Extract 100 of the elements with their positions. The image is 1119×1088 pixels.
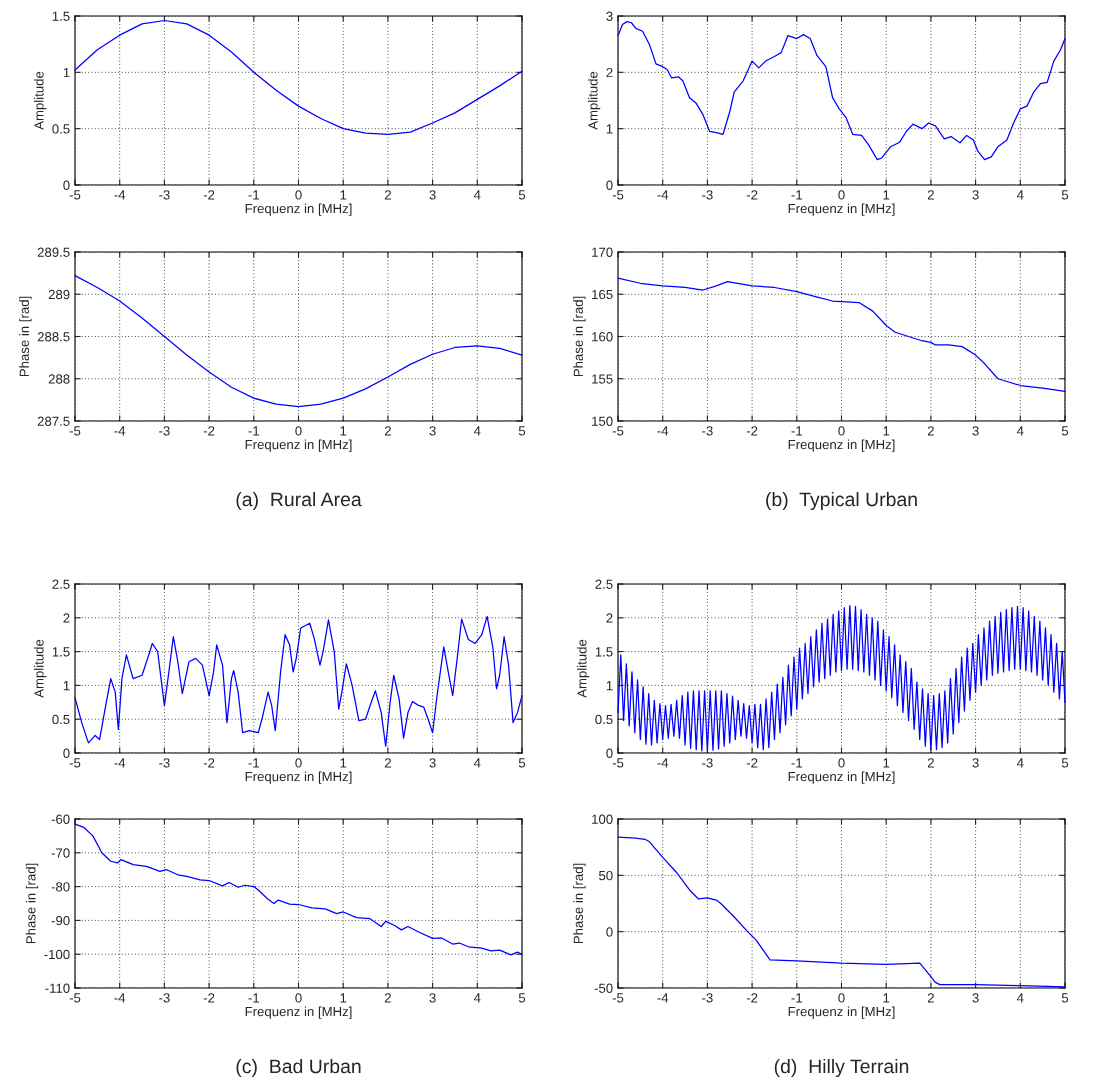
y-tick-label: 289.5 bbox=[37, 247, 70, 257]
x-tick-label: -1 bbox=[791, 426, 803, 436]
y-tick-label: -60 bbox=[51, 814, 70, 824]
x-axis-title: Frequenz in [MHz] bbox=[788, 771, 895, 784]
y-tick-label: 2.5 bbox=[595, 579, 613, 589]
x-tick-label: 0 bbox=[838, 190, 845, 200]
y-tick-label: 3 bbox=[606, 11, 613, 21]
x-tick-label: -3 bbox=[159, 190, 170, 200]
line-series bbox=[74, 615, 523, 747]
x-tick-label: -2 bbox=[746, 993, 758, 1003]
y-tick-label: -110 bbox=[45, 983, 70, 993]
y-tick-label: 170 bbox=[592, 247, 613, 257]
x-tick-label: 0 bbox=[295, 426, 302, 436]
x-tick-label: 2 bbox=[384, 426, 391, 436]
y-tick-label: 1 bbox=[606, 681, 613, 691]
y-tick-label: -100 bbox=[44, 949, 70, 960]
x-tick-label: -3 bbox=[159, 426, 170, 436]
x-tick-label: -1 bbox=[791, 190, 803, 200]
x-tick-label: 3 bbox=[429, 993, 436, 1003]
y-tick-label: 288 bbox=[48, 374, 70, 384]
x-tick-label: 0 bbox=[838, 993, 845, 1003]
x-tick-label: 1 bbox=[883, 993, 890, 1003]
y-axis-title: Amplitude bbox=[576, 639, 590, 698]
x-tick-label: 3 bbox=[972, 190, 979, 200]
y-tick-label: 0 bbox=[63, 748, 70, 758]
x-tick-label: 2 bbox=[927, 190, 934, 200]
y-tick-label: 0.5 bbox=[52, 124, 70, 134]
x-tick-label: -5 bbox=[69, 993, 81, 1003]
y-tick-label: -80 bbox=[51, 882, 70, 892]
y-tick-label: -90 bbox=[51, 915, 70, 926]
x-tick-label: -3 bbox=[702, 190, 713, 200]
text: (a) Rural Area bbox=[236, 491, 362, 511]
x-tick-label: 1 bbox=[883, 426, 890, 436]
x-tick-label: -4 bbox=[114, 758, 126, 768]
x-tick-label: 5 bbox=[1061, 758, 1069, 768]
y-tick-label: -50 bbox=[594, 983, 613, 993]
x-tick-label: 2 bbox=[384, 758, 391, 768]
x-axis-title: Frequenz in [MHz] bbox=[788, 439, 895, 452]
y-axis-title: Phase in [rad] bbox=[19, 296, 32, 377]
y-tick-label: -70 bbox=[51, 848, 70, 858]
y-tick-label: 0.5 bbox=[52, 714, 70, 725]
x-axis-title: Frequenz in [MHz] bbox=[245, 771, 352, 784]
x-tick-label: 0 bbox=[295, 758, 302, 768]
x-tick-label: -5 bbox=[612, 190, 624, 200]
x-tick-label: -5 bbox=[69, 426, 81, 436]
x-tick-label: -1 bbox=[248, 993, 260, 1003]
x-tick-label: 4 bbox=[1016, 993, 1024, 1003]
y-tick-label: 160 bbox=[592, 332, 613, 342]
x-tick-label: 5 bbox=[518, 758, 526, 768]
y-tick-label: 155 bbox=[592, 374, 613, 384]
line-series bbox=[74, 275, 523, 408]
x-tick-label: -2 bbox=[746, 758, 758, 768]
x-tick-label: -1 bbox=[248, 426, 260, 436]
x-tick-label: 2 bbox=[927, 426, 934, 436]
x-tick-label: -2 bbox=[746, 190, 758, 200]
x-tick-label: 0 bbox=[838, 758, 845, 768]
x-tick-label: -3 bbox=[159, 758, 170, 768]
x-tick-label: 5 bbox=[1061, 993, 1069, 1003]
x-tick-label: -2 bbox=[746, 426, 758, 436]
y-tick-label: 0 bbox=[606, 748, 613, 758]
x-tick-label: 0 bbox=[838, 426, 845, 436]
y-tick-label: 287.5 bbox=[37, 416, 70, 426]
x-axis-title: Frequenz in [MHz] bbox=[245, 439, 352, 452]
y-tick-label: 0 bbox=[63, 180, 70, 190]
y-tick-label: 100 bbox=[592, 814, 613, 824]
y-tick-label: 1 bbox=[63, 681, 70, 691]
y-axis-title: Phase in [rad] bbox=[25, 863, 39, 944]
x-tick-label: 3 bbox=[972, 993, 979, 1003]
x-tick-label: 4 bbox=[1016, 190, 1024, 200]
x-tick-label: -4 bbox=[114, 426, 126, 436]
x-tick-label: 4 bbox=[1016, 758, 1024, 768]
x-tick-label: 4 bbox=[473, 993, 481, 1003]
x-tick-label: -4 bbox=[657, 758, 669, 768]
x-tick-label: -5 bbox=[69, 190, 81, 200]
y-tick-label: 289 bbox=[48, 289, 70, 300]
y-tick-label: 2 bbox=[606, 67, 613, 78]
y-tick-label: 1.5 bbox=[52, 11, 70, 21]
x-tick-label: 4 bbox=[473, 190, 481, 200]
x-tick-label: -2 bbox=[203, 426, 215, 436]
y-tick-label: 2 bbox=[63, 613, 70, 623]
y-tick-label: 2 bbox=[606, 613, 613, 623]
x-tick-label: -2 bbox=[203, 993, 215, 1003]
y-tick-label: 1 bbox=[63, 68, 70, 78]
x-tick-label: -4 bbox=[657, 993, 669, 1003]
x-tick-label: -2 bbox=[203, 758, 215, 768]
x-tick-label: 2 bbox=[927, 993, 934, 1003]
x-tick-label: -5 bbox=[612, 758, 624, 768]
x-tick-label: 3 bbox=[972, 426, 979, 436]
y-tick-label: 0 bbox=[606, 927, 613, 937]
y-tick-label: 50 bbox=[598, 870, 613, 881]
x-tick-label: 1 bbox=[340, 190, 347, 200]
x-tick-label: 0 bbox=[295, 993, 302, 1003]
x-tick-label: -5 bbox=[612, 993, 624, 1003]
x-tick-label: 3 bbox=[972, 758, 979, 768]
y-tick-label: 2.5 bbox=[52, 579, 70, 589]
text: (b) Typical Urban bbox=[766, 491, 917, 511]
x-tick-label: 1 bbox=[340, 993, 347, 1003]
x-tick-label: -4 bbox=[114, 190, 126, 200]
x-axis-title: Frequenz in [MHz] bbox=[788, 1006, 895, 1019]
x-tick-label: 3 bbox=[429, 190, 436, 200]
